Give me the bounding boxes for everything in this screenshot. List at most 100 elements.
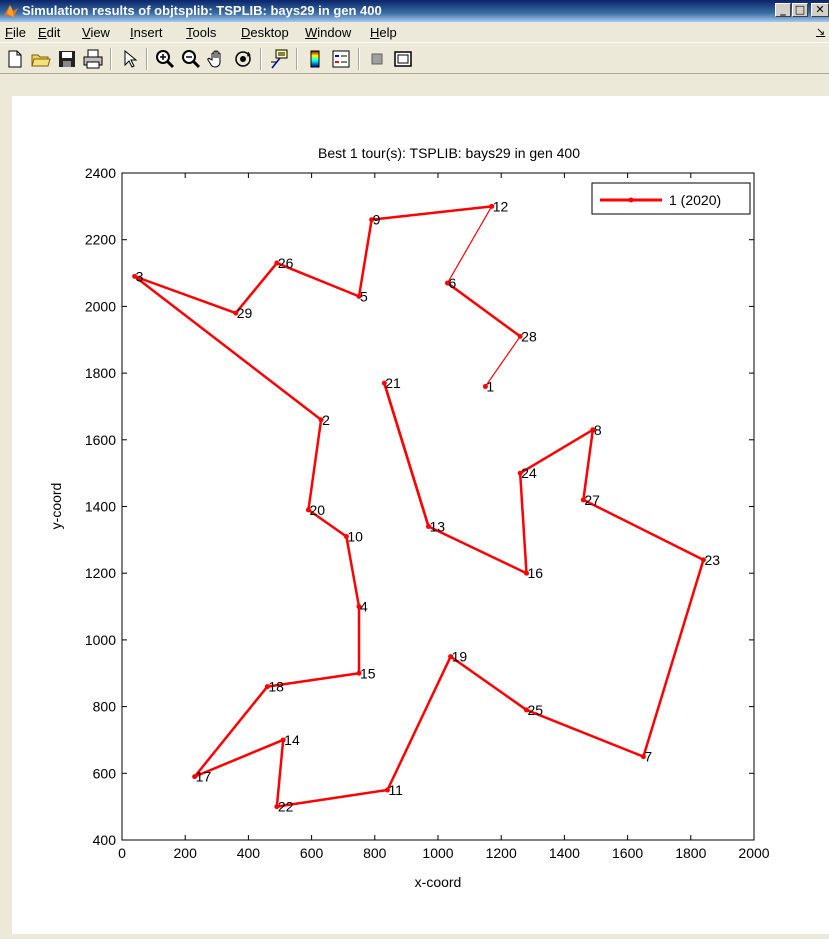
x-tick-label: 2000 xyxy=(738,845,769,861)
chart-legend[interactable]: 1 (2020) xyxy=(591,182,751,215)
city-label: 10 xyxy=(347,529,363,545)
city-label: 5 xyxy=(360,288,368,304)
menu-overflow-icon[interactable]: ↘ xyxy=(816,26,826,38)
city-point xyxy=(523,570,529,576)
maximize-button[interactable]: □ xyxy=(792,3,808,17)
tour-segment xyxy=(345,536,361,607)
tour-segment xyxy=(267,672,360,688)
tour-segment xyxy=(276,261,360,298)
toolbar-separator xyxy=(260,48,262,70)
x-tick-label: 1400 xyxy=(549,845,580,861)
x-tick-label: 600 xyxy=(300,845,324,861)
new-file-icon[interactable] xyxy=(4,48,26,70)
zoom-in-icon[interactable] xyxy=(154,48,176,70)
tour-segment xyxy=(484,336,521,387)
city-label: 15 xyxy=(360,665,376,681)
y-axis-label: y-coord xyxy=(48,483,64,530)
menu-bar: File Edit View Insert Tools Desktop Wind… xyxy=(0,22,829,42)
tour-segment xyxy=(307,508,348,538)
city-point xyxy=(482,383,488,389)
rotate-3d-icon[interactable] xyxy=(232,48,254,70)
tour-plot[interactable]: Best 1 tour(s): TSPLIB: bays29 in gen 40… xyxy=(12,96,829,934)
city-point xyxy=(426,524,432,530)
show-plot-tools-icon[interactable] xyxy=(392,48,414,70)
menu-file[interactable]: File xyxy=(5,25,26,40)
city-point xyxy=(580,497,586,503)
save-icon[interactable] xyxy=(56,48,78,70)
city-label: 21 xyxy=(385,375,401,391)
tour-segment xyxy=(276,788,388,808)
city-point xyxy=(132,273,138,279)
y-tick-label: 1400 xyxy=(85,499,116,515)
hide-plot-tools-icon[interactable] xyxy=(366,48,388,70)
tour-segment xyxy=(446,282,521,338)
menu-window[interactable]: Window xyxy=(305,25,352,40)
tour-segment xyxy=(234,262,278,314)
y-tick-label: 2000 xyxy=(85,298,116,314)
y-tick-label: 1600 xyxy=(85,432,116,448)
menu-insert[interactable]: Insert xyxy=(130,25,163,40)
city-point xyxy=(448,654,454,660)
window-title-bar[interactable]: Simulation results of objtsplib: TSPLIB:… xyxy=(0,0,829,22)
city-label: 20 xyxy=(309,502,325,518)
tour-segment xyxy=(582,498,704,561)
y-tick-label: 600 xyxy=(93,765,117,781)
legend-label: 1 (2020) xyxy=(669,192,721,208)
city-point xyxy=(274,804,280,810)
y-tick-label: 2400 xyxy=(85,165,116,181)
toolbar-separator xyxy=(358,48,360,70)
colorbar-icon[interactable] xyxy=(304,48,326,70)
city-label: 3 xyxy=(136,268,144,284)
figure-canvas: Best 1 tour(s): TSPLIB: bays29 in gen 40… xyxy=(12,96,829,934)
tour-segment xyxy=(133,275,322,421)
city-label: 24 xyxy=(521,465,537,481)
menu-help[interactable]: Help xyxy=(370,25,397,40)
legend-icon[interactable] xyxy=(330,48,352,70)
edit-arrow-icon[interactable] xyxy=(118,48,140,70)
menu-desktop[interactable]: Desktop xyxy=(241,25,289,40)
city-point xyxy=(640,754,646,760)
city-label: 12 xyxy=(493,198,509,214)
open-folder-icon[interactable] xyxy=(30,48,52,70)
city-point xyxy=(444,280,450,286)
tour-segment xyxy=(518,473,528,574)
city-label: 19 xyxy=(452,649,468,665)
city-point xyxy=(280,737,286,743)
menu-tools[interactable]: Tools xyxy=(186,25,217,40)
data-cursor-icon[interactable] xyxy=(268,48,290,70)
menu-edit[interactable]: Edit xyxy=(38,25,61,40)
tour-segment xyxy=(526,708,644,758)
tour-segment xyxy=(446,206,493,284)
x-tick-label: 200 xyxy=(174,845,198,861)
figure-toolbar xyxy=(0,42,829,74)
minimize-button[interactable]: _ xyxy=(775,3,791,17)
tour-segment xyxy=(357,219,373,297)
zoom-out-icon[interactable] xyxy=(180,48,202,70)
tour-segment xyxy=(134,275,237,315)
city-label: 18 xyxy=(268,679,284,695)
city-point xyxy=(264,684,270,690)
pan-hand-icon[interactable] xyxy=(206,48,228,70)
city-label: 11 xyxy=(388,782,403,798)
city-label: 7 xyxy=(644,749,652,765)
city-label: 23 xyxy=(704,552,720,568)
close-button[interactable]: ✕ xyxy=(811,3,829,17)
tour-segment xyxy=(386,656,452,791)
window-title: Simulation results of objtsplib: TSPLIB:… xyxy=(22,3,382,18)
chart-title: Best 1 tour(s): TSPLIB: bays29 in gen 40… xyxy=(318,145,580,161)
tour-segment xyxy=(193,685,269,778)
y-tick-label: 1200 xyxy=(85,565,116,581)
x-tick-label: 0 xyxy=(118,845,126,861)
legend-marker-swatch xyxy=(628,197,634,203)
axes-box xyxy=(121,172,755,841)
x-tick-label: 1200 xyxy=(486,845,517,861)
city-point xyxy=(233,310,239,316)
x-tick-label: 1000 xyxy=(422,845,453,861)
print-icon[interactable] xyxy=(82,48,104,70)
city-label: 13 xyxy=(430,519,446,535)
city-label: 2 xyxy=(322,412,330,428)
menu-view[interactable]: View xyxy=(82,25,110,40)
toolbar-separator xyxy=(110,48,112,70)
tour-segment xyxy=(194,738,284,778)
tour-segment xyxy=(582,429,595,500)
